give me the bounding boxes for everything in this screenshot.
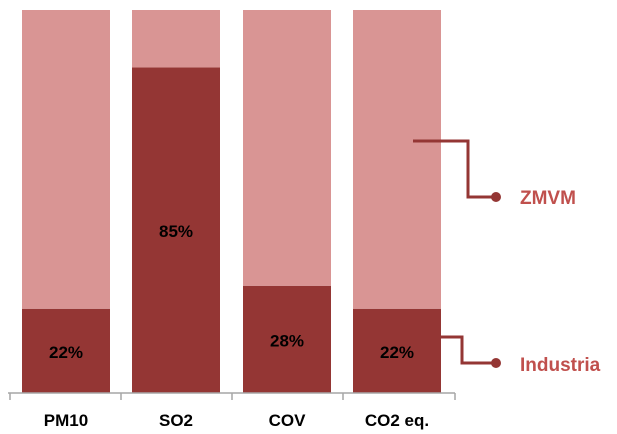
- legend-zmvm-label: ZMVM: [520, 188, 576, 209]
- bar-industria-2: [132, 67, 220, 393]
- x-axis-ticks: [9, 393, 456, 400]
- bar-value-label-4: 22%: [380, 343, 414, 362]
- bar-zmvm-1: [22, 10, 110, 309]
- category-label-1: PM10: [44, 411, 88, 430]
- bar-industria-3: [243, 285, 331, 393]
- bar-zmvm-3: [243, 10, 331, 286]
- segment-labels: 22% 85% 28% 22%: [49, 222, 414, 362]
- bar-value-label-2: 85%: [159, 222, 193, 241]
- category-labels: PM10 SO2 COV CO2 eq.: [44, 411, 429, 430]
- bar-industria-1: [22, 308, 110, 393]
- bar-zmvm-4: [353, 10, 441, 309]
- legend-zmvm: ZMVM: [413, 139, 576, 209]
- category-label-3: COV: [269, 411, 307, 430]
- bar-value-label-1: 22%: [49, 343, 83, 362]
- bars-group: [22, 10, 441, 393]
- category-label-4: CO2 eq.: [365, 411, 429, 430]
- bar-industria-4: [353, 308, 441, 393]
- legend-industria-marker: [491, 358, 501, 368]
- legend-zmvm-leader: [413, 139, 496, 199]
- bar-value-label-3: 28%: [270, 331, 304, 350]
- category-label-2: SO2: [159, 411, 193, 430]
- legend-industria-leader: [428, 335, 496, 365]
- legend-industria-label: Industria: [520, 355, 601, 376]
- legend-zmvm-marker: [491, 192, 501, 202]
- legend-industria: Industria: [428, 335, 601, 376]
- bar-zmvm-2: [132, 10, 220, 68]
